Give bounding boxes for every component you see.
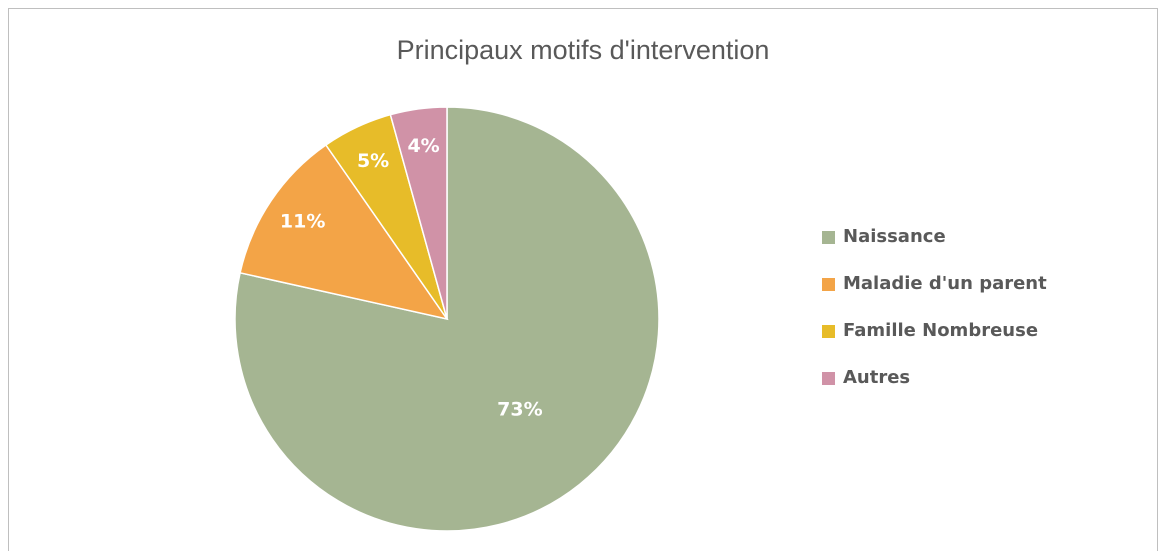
chart-title: Principaux motifs d'intervention — [397, 35, 770, 65]
data-label: 4% — [407, 135, 439, 157]
legend-label: Naissance — [843, 226, 946, 247]
legend-label: Maladie d'un parent — [843, 273, 1047, 294]
data-label: 11% — [280, 211, 325, 233]
legend-swatch — [822, 372, 835, 385]
legend-swatch — [822, 278, 835, 291]
pie-slice — [234, 106, 660, 532]
data-label: 5% — [357, 150, 389, 172]
legend-swatch — [822, 231, 835, 244]
pie-slice — [389, 106, 448, 320]
legend-swatch — [822, 325, 835, 338]
pie-slice — [239, 143, 449, 321]
data-label: 73% — [497, 398, 542, 420]
legend-label: Autres — [843, 367, 910, 388]
legend-label: Famille Nombreuse — [843, 320, 1038, 341]
